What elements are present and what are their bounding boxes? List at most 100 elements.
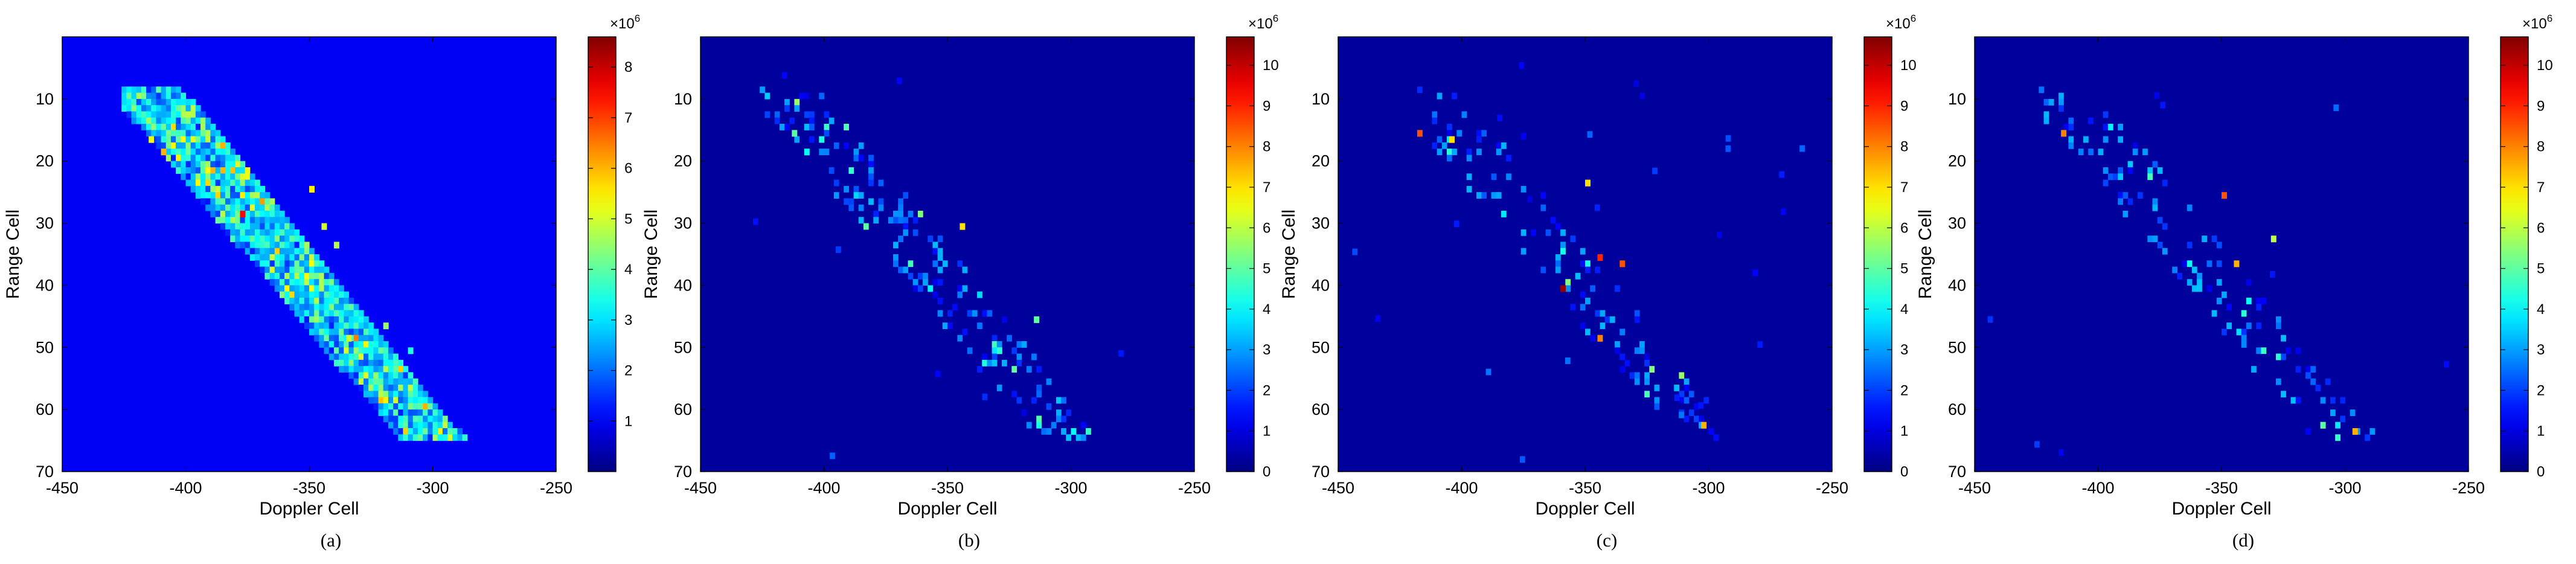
heatmap-cell bbox=[1799, 145, 1805, 152]
heatmap-cell bbox=[314, 328, 319, 336]
x-axis-label: Doppler Cell bbox=[2171, 499, 2271, 519]
heatmap-cell bbox=[156, 124, 162, 130]
heatmap-cell bbox=[319, 279, 325, 286]
heatmap-cell bbox=[185, 167, 191, 174]
heatmap-cell bbox=[220, 198, 226, 205]
heatmap-cell bbox=[220, 173, 226, 181]
heatmap-cell bbox=[2275, 322, 2281, 330]
heatmap-cell bbox=[804, 92, 810, 100]
heatmap-cell bbox=[828, 117, 835, 124]
heatmap-cell bbox=[176, 105, 181, 112]
heatmap-cell bbox=[215, 130, 221, 137]
heatmap-cell bbox=[1752, 269, 1758, 277]
heatmap-cell bbox=[190, 105, 196, 112]
heatmap-cell bbox=[2034, 441, 2040, 448]
heatmap-cell bbox=[2295, 366, 2301, 373]
colorbar-tick-label: 3 bbox=[624, 312, 632, 328]
heatmap-cell bbox=[274, 236, 280, 243]
heatmap-cell bbox=[408, 428, 414, 435]
heatmap-cell bbox=[1456, 130, 1463, 137]
heatmap-cell bbox=[215, 192, 221, 199]
heatmap-cell bbox=[2211, 236, 2217, 243]
heatmap-cell bbox=[314, 316, 319, 323]
heatmap-cell bbox=[249, 242, 255, 249]
heatmap-cell bbox=[170, 155, 176, 162]
heatmap-cell bbox=[937, 248, 943, 255]
heatmap-cell bbox=[942, 322, 948, 330]
heatmap-cell bbox=[1066, 434, 1072, 441]
heatmap-cell bbox=[170, 111, 176, 118]
heatmap-cell bbox=[141, 92, 147, 100]
heatmap-cell bbox=[314, 310, 319, 317]
heatmap-peak-cell bbox=[309, 185, 315, 193]
heatmap-cell bbox=[1550, 217, 1556, 224]
y-tick-label: 10 bbox=[1948, 90, 1966, 108]
x-tick-label: -250 bbox=[1178, 479, 1211, 497]
heatmap-cell bbox=[235, 204, 241, 211]
heatmap-cell bbox=[309, 291, 315, 298]
heatmap-cell bbox=[235, 223, 241, 230]
heatmap-cell bbox=[205, 192, 211, 199]
heatmap-cell bbox=[274, 248, 280, 255]
heatmap-cell bbox=[937, 266, 943, 274]
heatmap-cell bbox=[1698, 402, 1704, 409]
heatmap-cell bbox=[319, 316, 325, 323]
heatmap-cell bbox=[1565, 285, 1571, 292]
heatmap-cell bbox=[2443, 361, 2449, 368]
heatmap-cell bbox=[205, 161, 211, 168]
heatmap-cell bbox=[1080, 434, 1086, 441]
heatmap-cell bbox=[195, 117, 201, 124]
heatmap-cell bbox=[1485, 368, 1491, 376]
heatmap-cell bbox=[200, 149, 206, 156]
heatmap-cell bbox=[185, 136, 191, 143]
heatmap-cell bbox=[309, 285, 315, 292]
x-axis-label: Doppler Cell bbox=[897, 499, 997, 519]
heatmap-cell bbox=[309, 279, 315, 286]
heatmap-cell bbox=[1585, 260, 1591, 268]
heatmap-cell bbox=[176, 92, 181, 100]
heatmap-cell bbox=[339, 335, 344, 342]
heatmap-cell bbox=[314, 272, 319, 280]
heatmap-cell bbox=[126, 105, 132, 112]
heatmap-cell bbox=[225, 229, 231, 236]
heatmap-cell bbox=[314, 291, 319, 298]
heatmap-cell bbox=[388, 397, 394, 404]
colorbar-tick-label: 9 bbox=[1900, 98, 1908, 114]
heatmap-cell bbox=[255, 185, 260, 193]
heatmap-peak-cell bbox=[161, 149, 167, 156]
heatmap-cell bbox=[858, 204, 864, 211]
heatmap-cell bbox=[121, 98, 127, 106]
heatmap-cell bbox=[274, 266, 280, 274]
heatmap-cell bbox=[210, 136, 216, 143]
heatmap-cell bbox=[344, 341, 350, 348]
heatmap-cell bbox=[304, 242, 310, 249]
heatmap-cell bbox=[165, 149, 171, 156]
heatmap-cell bbox=[373, 328, 379, 336]
heatmap-cell bbox=[2152, 236, 2158, 243]
heatmap-cell bbox=[1417, 86, 1423, 94]
heatmap-cell bbox=[284, 229, 290, 236]
heatmap-cell bbox=[903, 266, 909, 274]
heatmap-cell bbox=[151, 86, 157, 94]
heatmap-cell bbox=[388, 378, 394, 385]
heatmap-cell bbox=[819, 136, 825, 143]
heatmap-cell bbox=[412, 421, 418, 429]
heatmap-cell bbox=[299, 285, 305, 292]
colorbar-tick-label: 9 bbox=[2537, 98, 2545, 114]
heatmap-cell bbox=[304, 266, 310, 274]
heatmap-cell bbox=[437, 428, 443, 435]
heatmap-cell bbox=[136, 92, 142, 100]
heatmap-cell bbox=[1609, 316, 1615, 323]
y-axis-label: Range Cell bbox=[3, 210, 23, 299]
heatmap-cell bbox=[260, 192, 265, 199]
heatmap-cell bbox=[230, 161, 235, 168]
heatmap-cell bbox=[2325, 378, 2331, 385]
heatmap-cell bbox=[289, 266, 295, 274]
heatmap-cell bbox=[324, 310, 330, 317]
heatmap-cell bbox=[1565, 357, 1571, 364]
heatmap-cell bbox=[992, 347, 998, 354]
heatmap-cell bbox=[230, 179, 235, 187]
heatmap-cell bbox=[161, 92, 167, 100]
heatmap-cell bbox=[151, 117, 157, 124]
heatmap-cell bbox=[264, 217, 271, 224]
